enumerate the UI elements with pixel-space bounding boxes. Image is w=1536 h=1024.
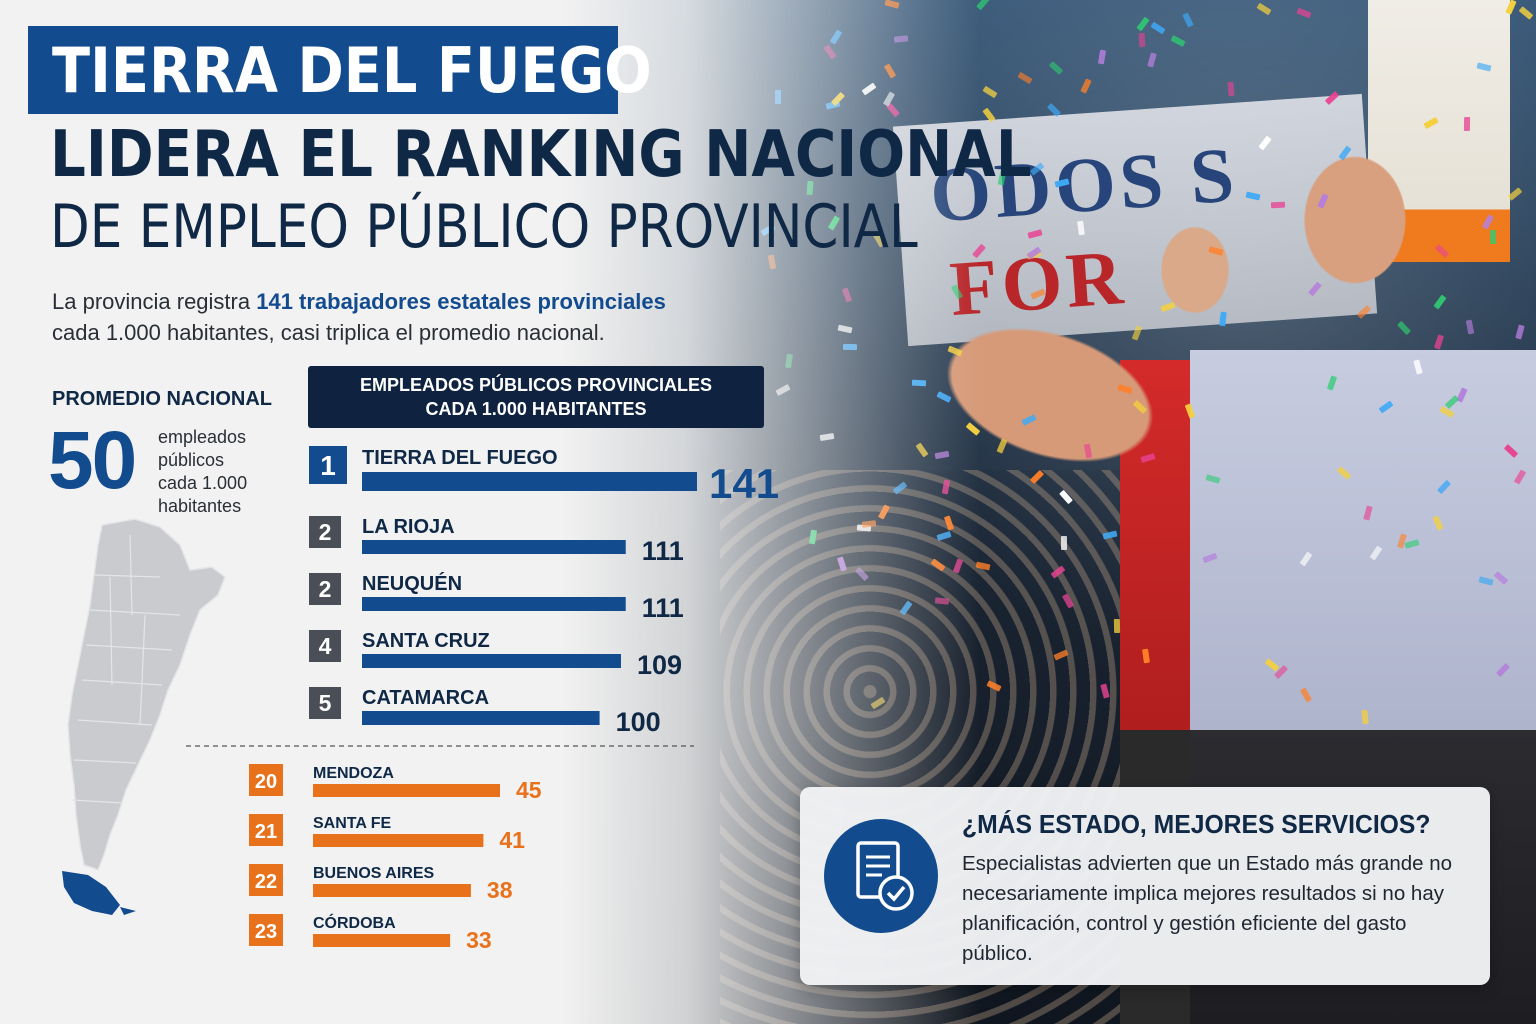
- title-band: TIERRA DEL FUEGO: [28, 26, 652, 114]
- rank-badge: [309, 687, 341, 719]
- document-check-glyph: [856, 841, 914, 911]
- rank-number: 2: [319, 576, 332, 602]
- unit-line: habitantes: [158, 496, 242, 516]
- province-name: BUENOS AIRES: [313, 865, 435, 882]
- unit-line: públicos: [158, 450, 225, 470]
- unit-line: cada 1.000: [158, 473, 248, 493]
- lead-paragraph: La provincia registra 141 trabajadores e…: [52, 286, 692, 348]
- chart-header-line-2: CADA 1.000 HABITANTES: [425, 399, 647, 419]
- rank-number: 4: [319, 633, 332, 659]
- province-name: CATAMARCA: [362, 687, 489, 709]
- chart-header-line-1: EMPLEADOS PÚBLICOS PROVINCIALES: [359, 375, 713, 395]
- confetti-piece: [1489, 229, 1497, 245]
- argentina-map: [62, 518, 226, 915]
- lead-highlight: 141 trabajadores estatales provinciales: [256, 289, 666, 314]
- rank-badge: [309, 630, 341, 662]
- bar-value: 45: [516, 777, 542, 803]
- province-name: MENDOZA: [313, 765, 394, 782]
- chart-header: EMPLEADOS PÚBLICOS PROVINCIALES CADA 1.0…: [308, 366, 764, 428]
- title-line-1: TIERRA DEL FUEGO: [52, 34, 652, 107]
- province-name: CÓRDOBA: [313, 913, 396, 932]
- confetti-piece: [1463, 116, 1470, 131]
- bar-value: 38: [487, 877, 513, 903]
- tierra-del-fuego-highlight: [62, 871, 120, 915]
- unit-line: empleados: [158, 427, 247, 447]
- national-average-unit: empleados públicos cada 1.000 habitantes: [158, 426, 268, 518]
- document-check-icon: [824, 819, 938, 933]
- rank-badge: [309, 573, 341, 605]
- rank-number: 21: [255, 821, 277, 843]
- bar-value: 33: [466, 927, 492, 953]
- confetti-piece: [1270, 201, 1285, 209]
- rank-badge: [309, 516, 341, 548]
- lead-before: La provincia registra: [52, 289, 257, 314]
- tierra-del-fuego-tip: [120, 907, 136, 915]
- national-average-value: 50: [48, 415, 137, 506]
- rank-number: 2: [319, 519, 332, 545]
- province-name: TIERRA DEL FUEGO: [362, 447, 558, 469]
- confetti-piece: [1139, 33, 1146, 48]
- bar: [313, 884, 471, 897]
- info-callout: ¿MÁS ESTADO, MEJORES SERVICIOS? Especial…: [800, 787, 1490, 985]
- rank-number: 1: [320, 450, 336, 481]
- callout-body: Especialistas advierten que un Estado má…: [962, 852, 1453, 965]
- confetti-piece: [1076, 220, 1085, 236]
- rank-number: 20: [255, 771, 277, 793]
- confetti-piece: [1061, 536, 1068, 551]
- title-line-3: DE EMPLEO PÚBLICO PROVINCIAL: [50, 192, 918, 262]
- rank-badge: [249, 914, 283, 946]
- argentina-mainland: [67, 518, 226, 871]
- bar: [313, 784, 500, 797]
- rank-badge: [249, 764, 283, 796]
- bar: [313, 934, 451, 947]
- province-name: LA RIOJA: [362, 516, 455, 538]
- bar: [313, 834, 484, 847]
- rank-number: 5: [319, 690, 332, 716]
- province-name: SANTA CRUZ: [362, 630, 490, 652]
- province-name: SANTA FE: [313, 815, 392, 832]
- rank-badge: [309, 446, 347, 484]
- rank-badge: [249, 814, 283, 846]
- province-name: NEUQUÉN: [362, 572, 462, 595]
- confetti-piece: [1113, 619, 1121, 634]
- title-line-2: LIDERA EL RANKING NACIONAL: [50, 118, 1032, 192]
- province-lines: [71, 534, 181, 804]
- bar-value: 41: [499, 827, 525, 853]
- rank-number: 23: [255, 921, 277, 943]
- lead-after: cada 1.000 habitantes, casi triplica el …: [52, 320, 605, 345]
- rank-badge: [249, 864, 283, 896]
- rank-number: 22: [255, 871, 277, 893]
- national-average-label: PROMEDIO NACIONAL: [52, 388, 272, 410]
- callout-title: ¿MÁS ESTADO, MEJORES SERVICIOS?: [962, 809, 1431, 839]
